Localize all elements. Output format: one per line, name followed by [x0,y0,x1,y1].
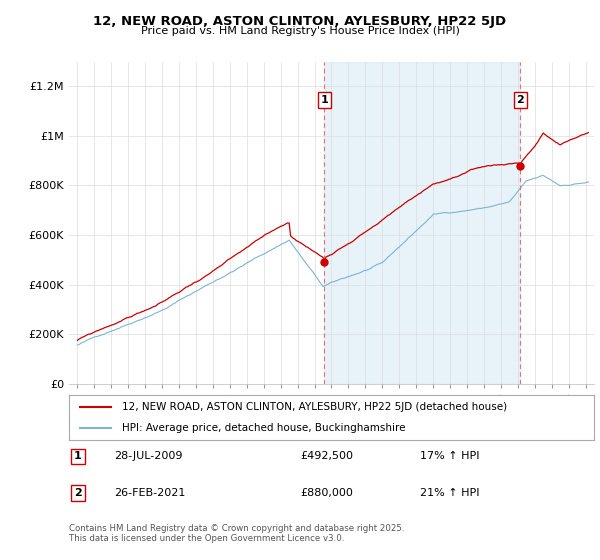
Text: 12, NEW ROAD, ASTON CLINTON, AYLESBURY, HP22 5JD: 12, NEW ROAD, ASTON CLINTON, AYLESBURY, … [94,15,506,27]
Text: 1: 1 [74,451,82,461]
Text: 21% ↑ HPI: 21% ↑ HPI [420,488,479,498]
Text: 1: 1 [320,95,328,105]
Text: 12, NEW ROAD, ASTON CLINTON, AYLESBURY, HP22 5JD (detached house): 12, NEW ROAD, ASTON CLINTON, AYLESBURY, … [121,402,506,412]
Text: HPI: Average price, detached house, Buckinghamshire: HPI: Average price, detached house, Buck… [121,422,405,432]
Text: Contains HM Land Registry data © Crown copyright and database right 2025.
This d: Contains HM Land Registry data © Crown c… [69,524,404,543]
Text: 26-FEB-2021: 26-FEB-2021 [114,488,185,498]
Bar [324,62,520,384]
Text: £492,500: £492,500 [300,451,353,461]
Text: £880,000: £880,000 [300,488,353,498]
Text: Price paid vs. HM Land Registry's House Price Index (HPI): Price paid vs. HM Land Registry's House … [140,26,460,36]
Text: 28-JUL-2009: 28-JUL-2009 [114,451,182,461]
Text: 2: 2 [517,95,524,105]
Text: 17% ↑ HPI: 17% ↑ HPI [420,451,479,461]
Text: 2: 2 [74,488,82,498]
